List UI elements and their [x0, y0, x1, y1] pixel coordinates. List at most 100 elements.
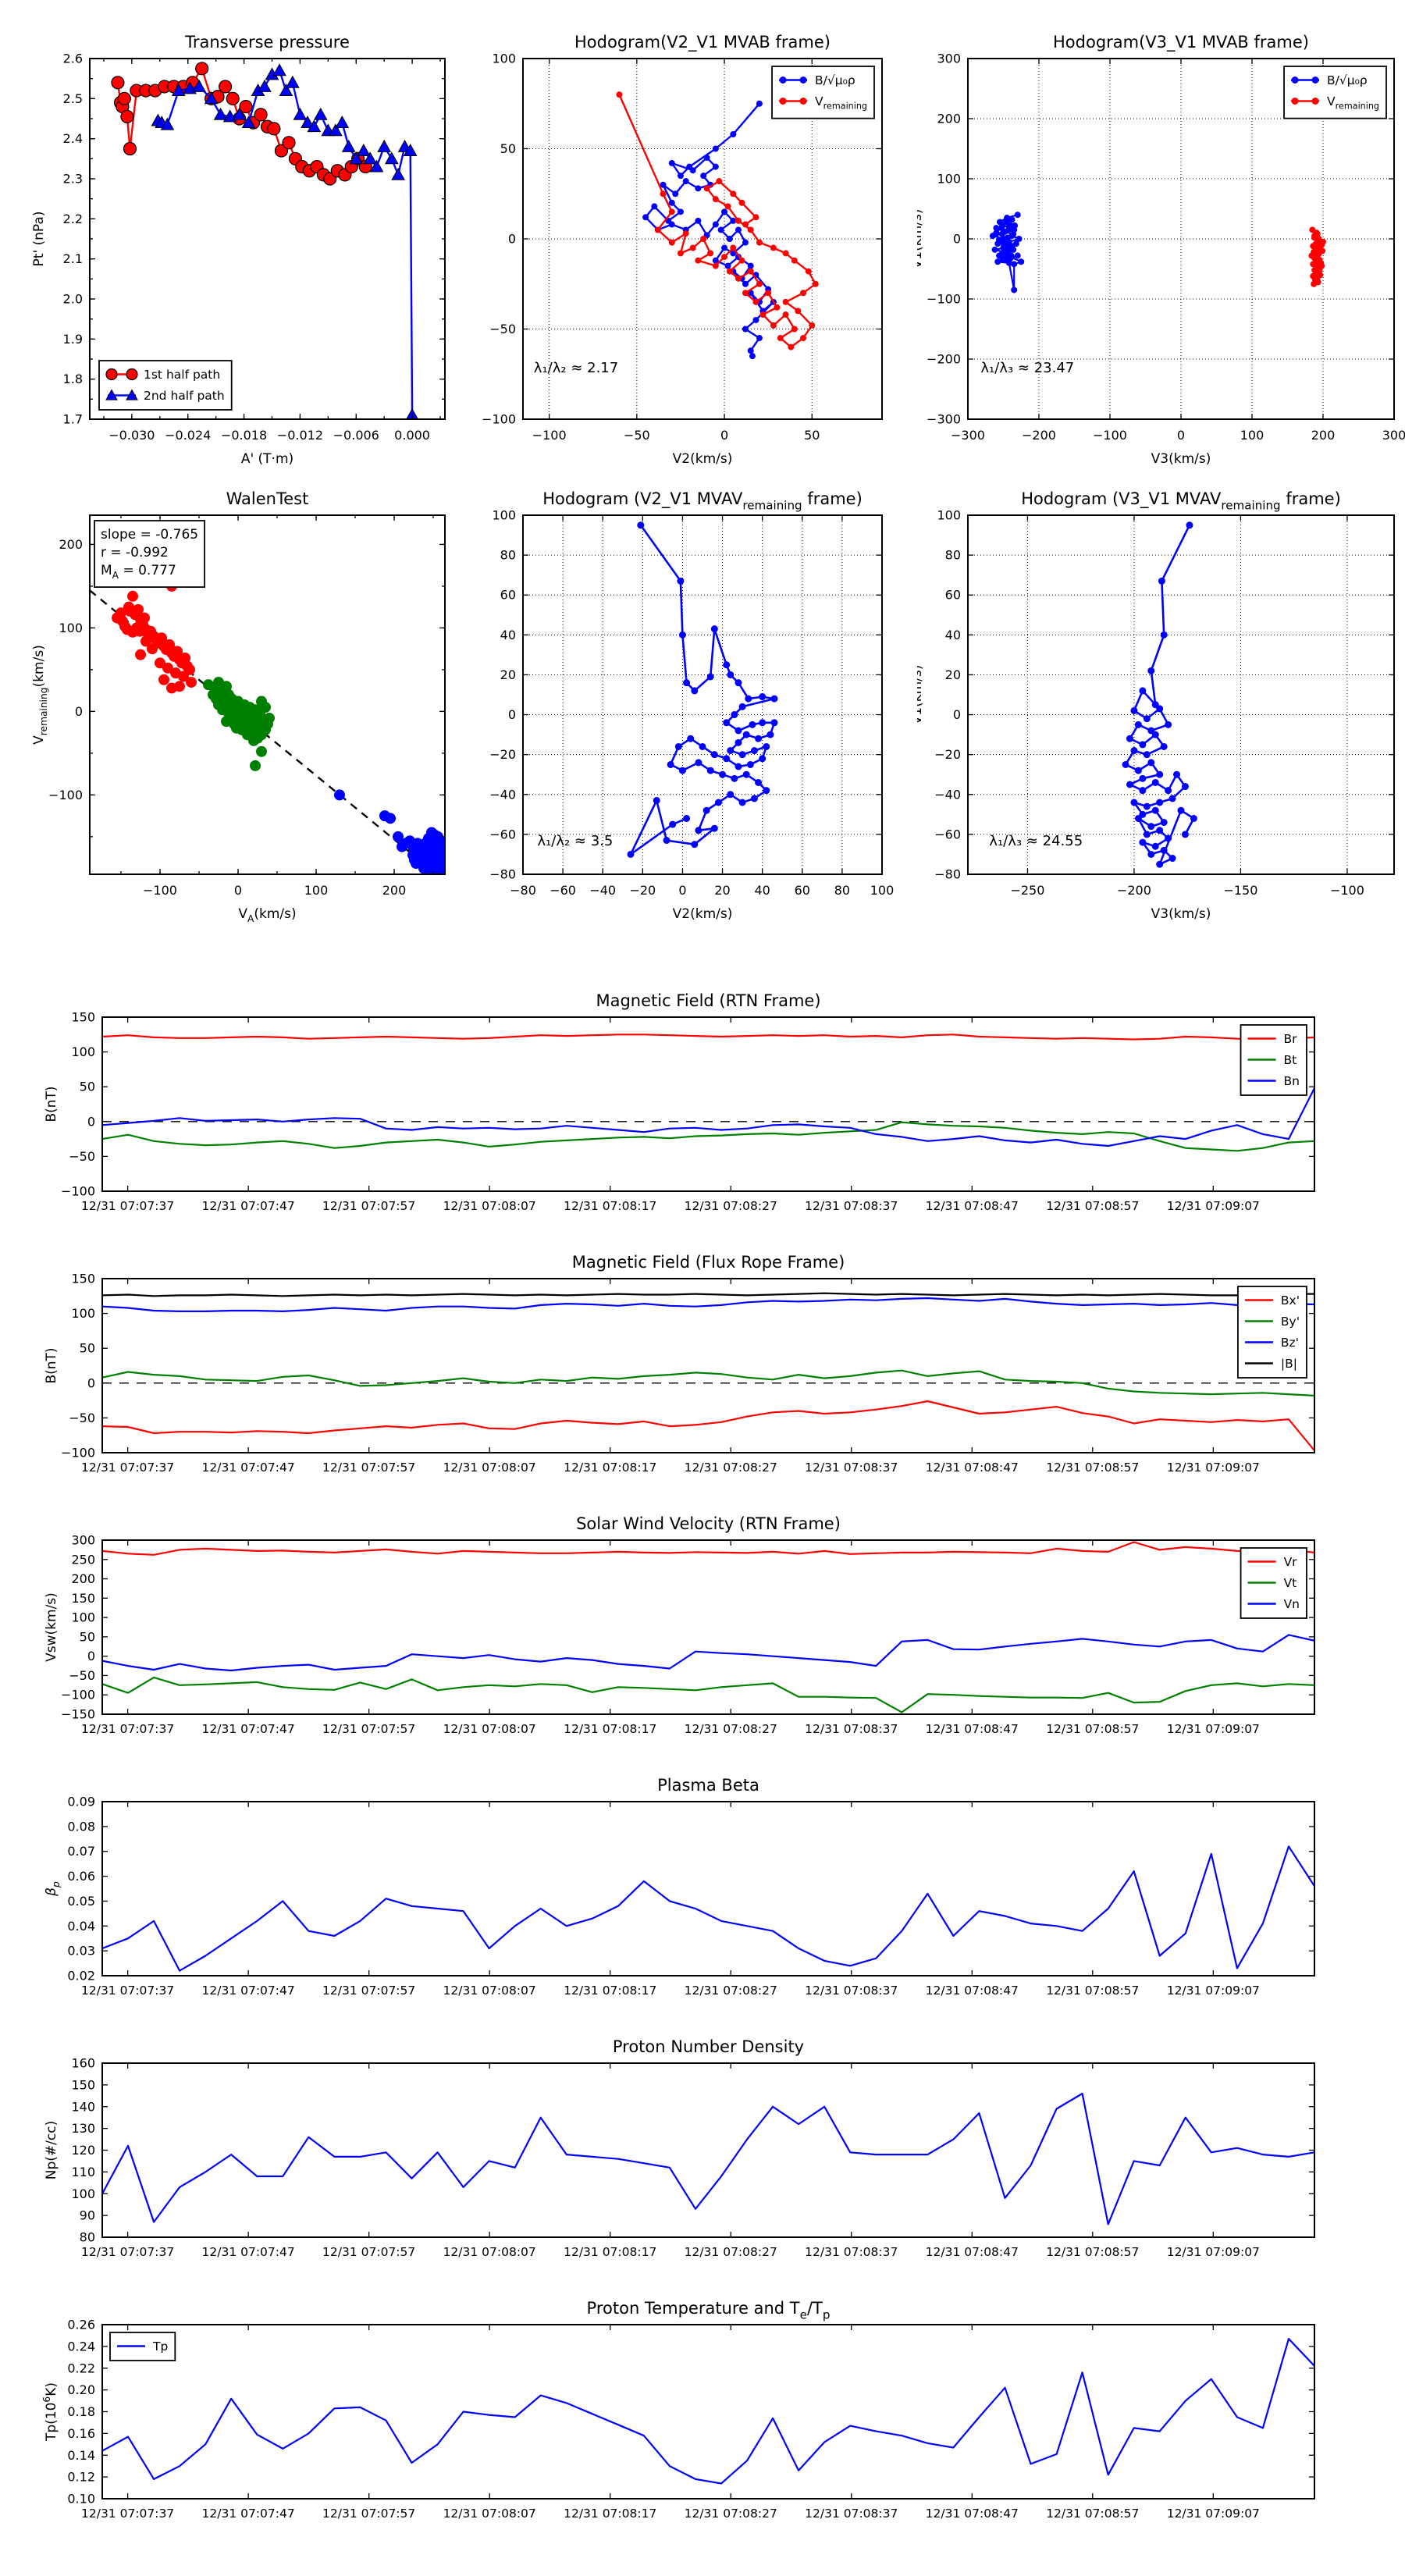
x-tick-label: 12/31 07:08:57: [1046, 1199, 1139, 1213]
y-tick-label: 0.14: [67, 2448, 95, 2463]
y-tick-label: −80: [934, 867, 961, 882]
series-Np: [102, 2092, 1314, 2226]
svg-text:2nd half path: 2nd half path: [144, 389, 225, 403]
panel-b-rtn: 12/31 07:07:37 12/31 07:07:47 12/31 07:07:…: [16, 968, 1374, 1218]
y-tick-label: 50: [80, 1629, 95, 1644]
x-tick-label: 12/31 07:07:47: [202, 1722, 295, 1736]
x-tick-label: 40: [754, 883, 770, 898]
markers-B: [989, 212, 1025, 294]
y-tick-label: 0: [953, 232, 961, 247]
y-tick-label: 100: [937, 508, 961, 523]
y-tick-label: 60: [500, 588, 516, 603]
y-tick-label: 50: [500, 141, 516, 156]
axes-frame: [522, 514, 883, 875]
y-tick-label: 0.16: [67, 2426, 95, 2441]
x-tick-label: −60: [550, 883, 576, 898]
y-tick-label: 0: [508, 707, 516, 722]
annotation: λ₁/λ₂ ≈ 3.5: [537, 833, 613, 849]
markers-Vremaining: [1308, 226, 1326, 287]
x-tick-label: −100: [143, 883, 177, 898]
ticks: [102, 1539, 1314, 1715]
ticks: [102, 1016, 1314, 1192]
y-tick-label: 100: [71, 1306, 95, 1321]
x-tick-label: 12/31 07:08:57: [1046, 1461, 1139, 1475]
x-tick-label: 12/31 07:09:07: [1167, 2245, 1260, 2259]
svg-text:Br: Br: [1284, 1032, 1298, 1046]
y-tick-label: 0.06: [67, 1869, 95, 1884]
x-axis-label: V3(km/s): [1151, 906, 1211, 922]
y-tick-label: 0: [87, 1649, 95, 1663]
legend: Tp: [109, 2332, 176, 2361]
axes-frame: [101, 2062, 1315, 2238]
y-tick-label: 0.02: [67, 1969, 95, 1984]
y-tick-label: 20: [945, 667, 961, 682]
y-tick-label: 110: [71, 2165, 95, 2179]
markers-Vremaining: [616, 91, 819, 350]
panel-hodogram-v3v1-mvav: −250 −200 −150 −100 −80 −60 −40 −20 0 20 40 60 80 100…: [917, 471, 1405, 951]
svg-text:Bn: Bn: [1284, 1074, 1300, 1088]
y-tick-label: −20: [489, 747, 516, 762]
series-Vn: [102, 1634, 1314, 1672]
markers-2nd half path: [151, 63, 418, 419]
y-tick-label: 0.07: [67, 1844, 95, 1859]
x-tick-label: 12/31 07:09:07: [1167, 2507, 1260, 2521]
x-tick-label: 20: [714, 883, 730, 898]
series-By': [102, 1369, 1314, 1397]
panel-title: Magnetic Field (RTN Frame): [596, 991, 820, 1010]
y-tick-label: −100: [61, 1184, 95, 1199]
panel-plasma-beta: 12/31 07:07:37 12/31 07:07:47 12/31 07:07:…: [16, 1752, 1374, 2002]
y-tick-label: 0.05: [67, 1894, 95, 1909]
markers-B: [642, 100, 777, 360]
x-tick-label: 12/31 07:08:17: [564, 1984, 656, 1998]
x-tick-label: −100: [532, 428, 567, 443]
panel-vsw-rtn: 12/31 07:07:37 12/31 07:07:47 12/31 07:07:…: [16, 1491, 1374, 1741]
x-tick-label: 12/31 07:08:07: [443, 2245, 536, 2259]
x-tick-label: 12/31 07:09:07: [1167, 1984, 1260, 1998]
panel-hodogram-v3v1-mvab: −300 −200 −100 0 100 200 300 −300 −200 −100 0 100 20…: [917, 14, 1405, 494]
panel-title: Hodogram(V3_V1 MVAB frame): [1053, 33, 1309, 52]
x-tick-label: 12/31 07:08:47: [926, 1199, 1019, 1213]
series-Bx': [102, 1400, 1314, 1451]
x-tick-label: −20: [629, 883, 656, 898]
series-V: [1124, 525, 1195, 866]
y-tick-label: 2.2: [63, 212, 83, 226]
y-tick-label: 2.3: [63, 172, 83, 187]
y-tick-label: −40: [934, 787, 961, 802]
svg-text:r = -0.992: r = -0.992: [101, 545, 169, 560]
markers-V: [627, 521, 778, 858]
y-tick-label: 90: [80, 2208, 95, 2223]
x-tick-label: 12/31 07:08:37: [805, 1984, 898, 1998]
y-tick-label: 0.08: [67, 1819, 95, 1834]
x-tick-label: −0.030: [108, 428, 155, 443]
series-Vr: [102, 1541, 1314, 1556]
x-tick-label: 12/31 07:08:27: [685, 1722, 777, 1736]
ticks: [968, 514, 1394, 875]
hodogram-v3v1-mvab-chart: −300 −200 −100 0 100 200 300 −300 −200 −100 0 100 20…: [917, 33, 1405, 467]
svg-text:1st half path: 1st half path: [144, 368, 220, 382]
x-tick-label: −250: [1010, 883, 1044, 898]
panel-transverse-pressure: −0.030 −0.024 −0.018 −0.012 −0.006 0.000 1.7 1.…: [16, 14, 481, 494]
x-tick-label: 12/31 07:08:27: [685, 2507, 777, 2521]
y-tick-label: 80: [500, 548, 516, 563]
x-tick-label: 12/31 07:08:47: [926, 1984, 1019, 1998]
x-tick-label: 12/31 07:07:47: [202, 2507, 295, 2521]
x-tick-label: 12/31 07:08:37: [805, 1461, 898, 1475]
markers-V: [1122, 521, 1197, 868]
y-tick-label: 0.24: [67, 2339, 95, 2354]
panel-title: Proton Temperature and Te/Tp: [587, 2299, 831, 2322]
y-tick-label: 2.5: [63, 91, 83, 106]
legend: B/√μ₀ρ Vremaining: [1283, 66, 1387, 119]
x-tick-label: −0.024: [165, 428, 211, 443]
proton-density-chart: 12/31 07:07:37 12/31 07:07:47 12/31 07:07:…: [44, 2037, 1315, 2259]
svg-text:|B|: |B|: [1281, 1357, 1297, 1371]
annotation: λ₁/λ₃ ≈ 23.47: [980, 360, 1074, 376]
svg-text:Vremaining: Vremaining: [815, 94, 867, 112]
panel-title: Hodogram (V2_V1 MVAVremaining frame): [542, 489, 863, 512]
x-tick-label: 12/31 07:09:07: [1167, 1461, 1260, 1475]
x-tick-label: 0: [1177, 428, 1185, 443]
y-tick-label: 0.18: [67, 2404, 95, 2419]
x-tick-label: 12/31 07:07:47: [202, 1984, 295, 1998]
x-axis-label: A' (T·m): [241, 451, 293, 467]
x-tick-label: 12/31 07:08:17: [564, 2245, 656, 2259]
x-tick-label: 12/31 07:07:57: [322, 1461, 415, 1475]
